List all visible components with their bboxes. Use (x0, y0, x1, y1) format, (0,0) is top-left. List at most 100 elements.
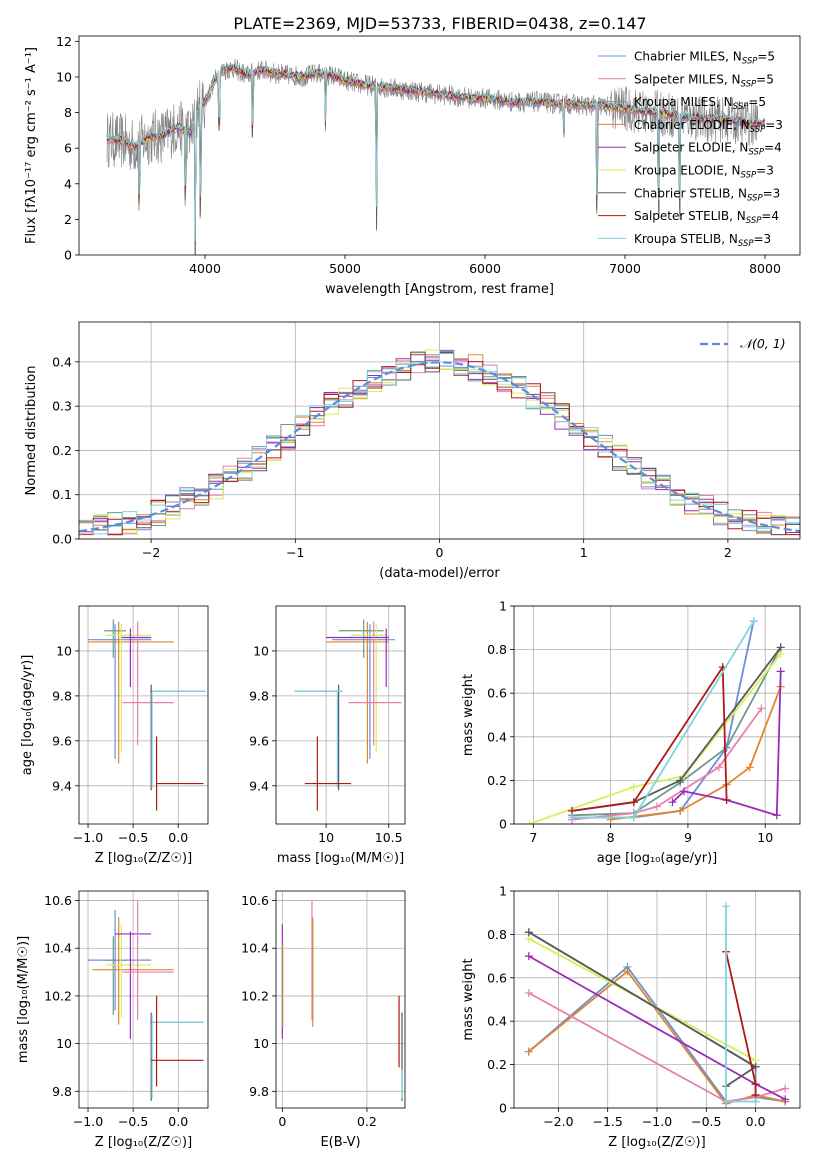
y-axis-label: mass weight (461, 674, 476, 756)
y-tick-label: 10 (56, 69, 72, 84)
legend-entry: Kroupa MILES, NSSP=5 (634, 95, 766, 112)
legend-entry: Salpeter MILES, NSSP=5 (634, 72, 774, 89)
y-tick-label: 0.8 (487, 642, 507, 657)
y-tick-label: 4 (64, 176, 72, 191)
weight-marker-salpeter_stelib (629, 798, 638, 807)
y-tick-label: 10.2 (44, 988, 72, 1003)
weight-marker-chabrier_stelib (776, 643, 785, 652)
weight-marker-salpeter_elodie (781, 1095, 790, 1104)
weight-marker-salpeter_miles (653, 802, 661, 811)
y-tick-label: 9.4 (52, 778, 72, 793)
y-tick-label: 9.8 (249, 688, 269, 703)
y-tick-label: 0.3 (52, 399, 72, 414)
y-tick-label: 10.4 (44, 941, 72, 956)
x-tick-label: 6000 (469, 261, 501, 276)
x-tick-label: 2 (724, 545, 732, 560)
y-tick-label: 0.2 (52, 443, 72, 458)
weight-marker-salpeter_miles (524, 988, 533, 997)
data-spectrum (106, 58, 759, 196)
weight-line-chabrier_stelib (571, 646, 782, 812)
y-tick-label: 12 (56, 34, 72, 49)
legend-entry: Salpeter STELIB, NSSP=4 (634, 209, 779, 226)
x-tick-label: 7 (529, 830, 537, 845)
x-axis-label: Z [log₁₀(Z/Z☉)] (95, 1135, 192, 1150)
weight_vs_Z-plot (524, 902, 790, 1108)
x-tick-label: 10 (757, 830, 773, 845)
weight-marker-kroupa_stelib (749, 617, 758, 626)
y-tick-label: 9.6 (249, 733, 269, 748)
weight-marker-salpeter_elodie (668, 798, 677, 807)
y-tick-label: 10 (253, 643, 269, 658)
x-tick-label: 0.2 (357, 1114, 377, 1129)
y-axis-label: Normed distribution (24, 366, 39, 496)
x-axis-label: Z [log₁₀(Z/Z☉)] (95, 851, 192, 866)
x-tick-label: 9 (684, 830, 692, 845)
x-axis-label: mass [log₁₀(M/M☉)] (277, 851, 404, 866)
mass_vs_Z-plot (88, 900, 204, 1101)
residuals-plot (79, 349, 800, 536)
y-tick-label: 10.6 (241, 893, 269, 908)
x-tick-label: 8000 (749, 261, 781, 276)
y-tick-label: 0.1 (52, 487, 72, 502)
weight-marker-chabrier_stelib (751, 1062, 760, 1071)
weight-line-kroupa_stelib (725, 906, 756, 1103)
x-tick-label: 10 (318, 830, 334, 845)
mass_vs_ebv-frame (275, 890, 406, 1109)
y-tick-label: 10 (56, 643, 72, 658)
weight-marker-chabrier_elodie (745, 763, 754, 772)
weight-marker-kroupa_stelib (751, 1097, 760, 1106)
y-tick-label: 0.4 (487, 729, 507, 744)
weight-line-kroupa_elodie (529, 653, 782, 824)
y-tick-label: 1 (499, 884, 507, 899)
x-tick-label: −2 (142, 545, 160, 560)
y-axis-label: mass [log₁₀(M/M☉)] (16, 936, 31, 1063)
x-axis-label: Z [log₁₀(Z/Z☉)] (608, 1135, 705, 1150)
weight_vs_age-plot (525, 617, 785, 824)
y-tick-label: 9.6 (52, 733, 72, 748)
x-axis-label: age [log₁₀(age/yr)] (597, 851, 718, 866)
x-tick-label: 10.5 (375, 830, 403, 845)
weight-marker-salpeter_elodie (772, 811, 781, 820)
mass_vs_Z-frame (78, 890, 209, 1109)
model-spectrum-kroupa_stelib (106, 63, 766, 242)
weight-marker-salpeter_stelib (722, 796, 731, 805)
weight-marker-chabrier_elodie (623, 967, 632, 976)
weight-marker-salpeter_miles (714, 763, 723, 772)
y-tick-label: 0.4 (487, 1014, 507, 1029)
y-axis-label: mass weight (461, 958, 476, 1040)
residual-legend-label: 𝒩(0, 1) (740, 336, 786, 351)
weight-line-salpeter_stelib (571, 664, 728, 812)
spectrum-axes: 4000 5000 6000 7000 8000 0 2 4 6 8 10 12 wavelength … (24, 34, 781, 297)
y-tick-label: 6 (64, 141, 72, 156)
x-tick-label: 5000 (329, 261, 361, 276)
y-tick-label: 9.8 (52, 1084, 72, 1099)
age_vs_mass-plot (294, 619, 402, 811)
weight-line-chabrier_stelib (528, 931, 758, 1088)
y-tick-label: 0 (499, 817, 507, 832)
y-tick-label: 2 (64, 212, 72, 227)
y-axis-label: Flux [fλ10⁻¹⁷ erg cm⁻² s⁻¹ A⁻¹] (24, 47, 39, 244)
figure-title: PLATE=2369, MJD=53733, FIBERID=0438, z=0… (233, 14, 646, 33)
legend-entry: Chabrier MILES, NSSP=5 (634, 50, 775, 67)
y-tick-label: 9.8 (52, 688, 72, 703)
legend-entry: Salpeter ELODIE, NSSP=4 (634, 141, 782, 158)
y-tick-label: 0.6 (487, 686, 507, 701)
y-tick-label: 9.4 (249, 778, 269, 793)
y-tick-label: 0.0 (52, 532, 72, 547)
x-tick-label: −1.0 (73, 1114, 103, 1129)
y-tick-label: 0 (499, 1101, 507, 1116)
mass_vs_ebv-axes: 0 0.2 9.8 10 10.2 10.4 10.6 E(B-V) (241, 891, 405, 1150)
legend-entry: Kroupa STELIB, NSSP=3 (634, 232, 771, 249)
weight-marker-salpeter_elodie (776, 667, 785, 676)
legend-entry: Chabrier ELODIE, NSSP=3 (634, 118, 783, 135)
legend-entry: Chabrier STELIB, NSSP=3 (634, 186, 780, 203)
y-tick-label: 10.2 (241, 988, 269, 1003)
weight-marker-chabrier_elodie (676, 806, 685, 815)
x-tick-label: −1.0 (73, 830, 103, 845)
weight_vs_age-frame (513, 605, 801, 825)
weight-marker-chabrier_elodie (524, 1047, 533, 1056)
y-tick-label: 0.8 (487, 927, 507, 942)
x-tick-label: −2.0 (543, 1114, 573, 1129)
chart-layer: 4000 5000 6000 7000 8000024681012wavelength … (16, 34, 801, 1150)
